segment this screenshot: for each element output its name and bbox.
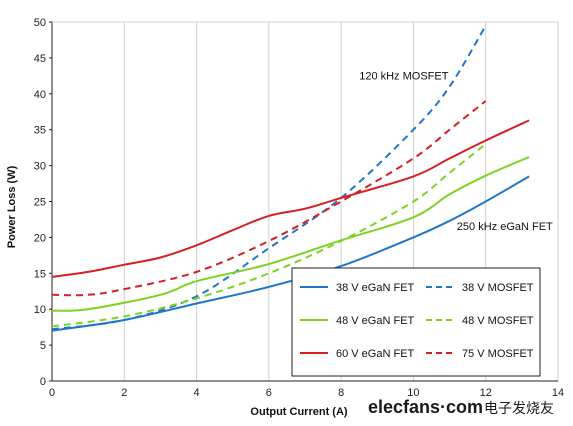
x-tick-label-8: 8	[338, 387, 344, 399]
legend-label-5: 75 V MOSFET	[462, 348, 534, 360]
y-axis-label: Power Loss (W)	[6, 165, 18, 248]
y-tick-label-25: 25	[34, 197, 46, 209]
series-lines	[51, 25, 530, 332]
x-tick-label-10: 10	[407, 387, 419, 399]
x-tick-label-14: 14	[552, 387, 564, 399]
x-tick-label-4: 4	[194, 387, 200, 399]
series-line-4	[51, 119, 530, 278]
annotation-250khz-egan-fet: 250 kHz eGaN FET	[457, 221, 553, 233]
annotation-120khz-mosfet: 120 kHz MOSFET	[359, 70, 449, 82]
watermark-cjk: 电子发烧友	[484, 401, 554, 417]
x-tick-label-6: 6	[266, 387, 272, 399]
x-axis-label: Output Current (A)	[250, 406, 347, 418]
tick-labels: 0 5 10 15 20 25 30 35 40 45 50 0 2 4 6 8 10 12 14	[34, 17, 564, 399]
y-tick-label-15: 15	[34, 268, 46, 280]
series-line-5	[51, 100, 487, 297]
x-tick-label-12: 12	[480, 387, 492, 399]
series-line-1	[51, 25, 487, 331]
x-tick-label-2: 2	[121, 387, 127, 399]
y-tick-label-45: 45	[34, 53, 46, 65]
y-tick-label-50: 50	[34, 17, 46, 29]
legend-label-2: 48 V eGaN FET	[336, 315, 415, 327]
legend-label-1: 38 V MOSFET	[462, 282, 534, 294]
legend-label-3: 48 V MOSFET	[462, 315, 534, 327]
y-tick-label-10: 10	[34, 304, 46, 316]
watermark: elecfans·com 电子发烧友	[368, 397, 554, 417]
series-line-2	[51, 156, 530, 312]
y-tick-label-35: 35	[34, 125, 46, 137]
y-tick-label-0: 0	[40, 376, 46, 388]
legend-box	[291, 267, 541, 377]
y-tick-label-40: 40	[34, 89, 46, 101]
y-tick-label-5: 5	[40, 340, 46, 352]
legend-label-0: 38 V eGaN FET	[336, 282, 415, 294]
watermark-latin: elecfans·com	[368, 397, 483, 417]
y-tick-label-30: 30	[34, 161, 46, 173]
legend: 38 V eGaN FET 38 V MOSFET 48 V eGaN FET 48 …	[291, 267, 541, 377]
series-line-3	[51, 143, 487, 328]
legend-label-4: 60 V eGaN FET	[336, 348, 415, 360]
y-tick-label-20: 20	[34, 232, 46, 244]
x-tick-label-0: 0	[49, 387, 55, 399]
